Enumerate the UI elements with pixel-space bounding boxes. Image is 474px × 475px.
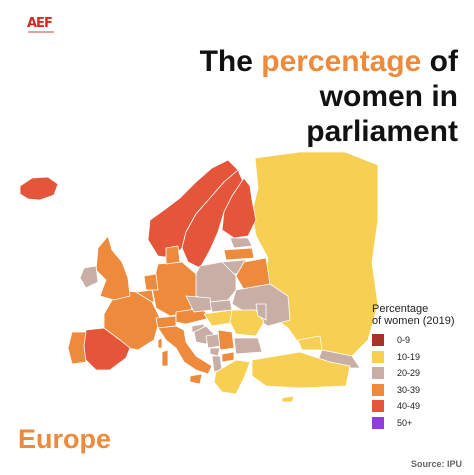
country-estonia (229, 237, 253, 249)
country-ireland (79, 265, 99, 289)
country-greece (213, 359, 251, 395)
country-turkey (251, 351, 351, 389)
country-sardinia (161, 349, 169, 367)
legend-swatch (372, 350, 384, 363)
country-portugal (67, 331, 87, 365)
aef-logo: AEF (27, 16, 53, 31)
region-label: Europe (18, 424, 112, 454)
logo-underline (28, 31, 54, 33)
legend-label: 10-19 (397, 351, 421, 362)
legend-label: 50+ (397, 417, 413, 428)
legend-swatch (372, 383, 384, 396)
country-france (103, 289, 161, 351)
legend-title: Percentage of women (2019) (372, 303, 455, 327)
country-latvia (223, 247, 255, 261)
title-accent-word: percentage (261, 45, 422, 78)
legend-label: 30-39 (397, 384, 421, 395)
country-serbia (217, 329, 235, 351)
legend-item: 40-49 (372, 398, 455, 415)
europe-map (19, 151, 379, 403)
country-bulgaria (233, 337, 263, 355)
country-iceland (19, 176, 59, 201)
country-sicily (189, 373, 203, 385)
country-corsica (157, 337, 163, 349)
country-united-kingdom (95, 235, 131, 301)
legend-swatch (372, 416, 384, 429)
source-note: Source: IPU (410, 459, 462, 469)
legend-item: 50+ (372, 415, 455, 432)
legend-swatch (372, 400, 384, 413)
legend-label: 0-9 (397, 335, 411, 346)
country-cyprus (281, 395, 295, 403)
legend-swatch (372, 367, 384, 380)
legend-swatch (372, 334, 384, 347)
country-moldova (255, 303, 267, 321)
country-finland (221, 177, 257, 239)
legend-item: 30-39 (372, 382, 455, 399)
country-georgia (297, 335, 323, 351)
legend-title-line-1: Percentage (372, 303, 429, 315)
country-italy (157, 325, 213, 375)
legend-item: 0-9 (372, 332, 455, 349)
legend-item: 20-29 (372, 365, 455, 382)
title-word-the: The (199, 45, 253, 78)
legend-title-line-2: of women (2019) (372, 315, 455, 327)
country-montenegro (209, 347, 221, 357)
country-netherlands (143, 273, 159, 291)
title-line-3: parliament (306, 115, 458, 148)
country-north-macedonia (221, 351, 235, 363)
title-word-of: of (429, 45, 458, 78)
legend-label: 20-29 (397, 368, 421, 379)
country-denmark (165, 245, 181, 265)
country-germany (151, 261, 197, 317)
country-bosnia (205, 333, 221, 349)
chart-title: The percentage of women in parliament (200, 44, 458, 149)
country-romania (229, 309, 265, 337)
title-line-2: women in (319, 80, 458, 113)
legend: Percentage of women (2019) 0-9 10-19 20-… (372, 303, 455, 431)
legend-label: 40-49 (397, 401, 421, 412)
legend-item: 10-19 (372, 349, 455, 366)
